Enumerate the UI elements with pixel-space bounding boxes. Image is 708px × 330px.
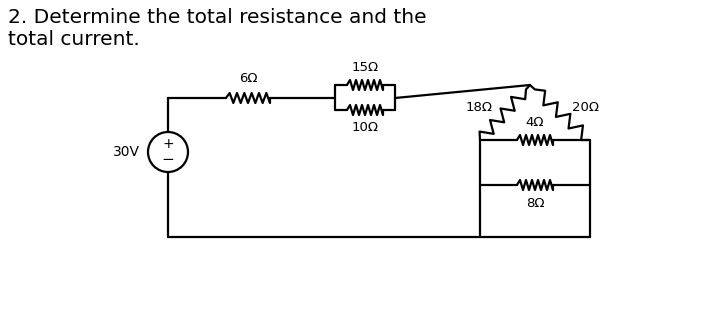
Text: 6Ω: 6Ω [239,72,257,85]
Text: 15Ω: 15Ω [351,61,379,74]
Text: total current.: total current. [8,30,139,49]
Text: 18Ω: 18Ω [466,101,493,114]
Text: 10Ω: 10Ω [351,121,379,134]
Text: 30V: 30V [113,145,140,159]
Text: 4Ω: 4Ω [526,116,544,129]
Text: 8Ω: 8Ω [526,197,544,210]
Text: +: + [162,137,173,151]
Text: 2. Determine the total resistance and the: 2. Determine the total resistance and th… [8,8,427,27]
Text: −: − [161,151,174,167]
Text: 20Ω: 20Ω [572,101,599,114]
